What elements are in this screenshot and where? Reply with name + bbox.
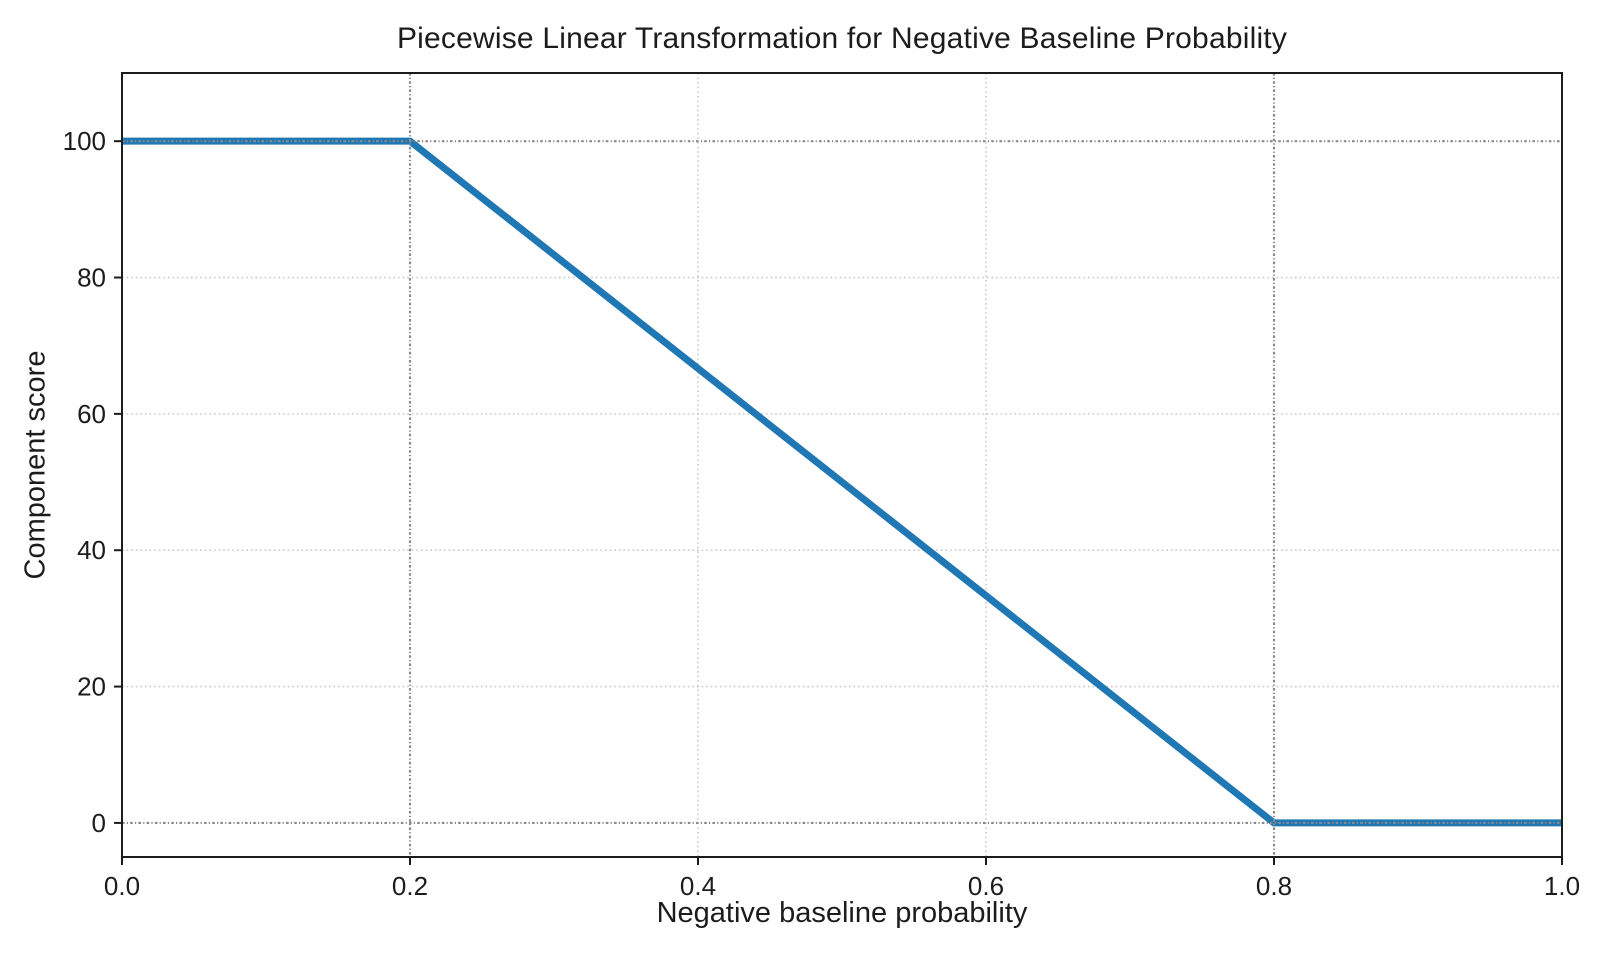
chart-title: Piecewise Linear Transformation for Nega… — [396, 22, 1288, 55]
y-tick-label: 60 — [77, 399, 106, 429]
series-line — [122, 137, 1562, 827]
x-tick-label: 0.2 — [392, 871, 428, 901]
y-tick-label: 40 — [77, 535, 106, 565]
x-tick-label: 0.8 — [1256, 871, 1292, 901]
x-axis-label: Negative baseline probability — [656, 897, 1028, 929]
plot-frame — [121, 72, 1563, 858]
x-tick-label: 1.0 — [1544, 871, 1580, 901]
y-tick-label: 20 — [77, 672, 106, 702]
y-tick-label: 80 — [77, 263, 106, 293]
x-tick-label: 0.6 — [968, 871, 1004, 901]
y-tick-label: 0 — [92, 808, 106, 838]
x-tick-label: 0.0 — [104, 871, 140, 901]
y-tick-label: 100 — [63, 126, 106, 156]
x-tick-label: 0.4 — [680, 871, 716, 901]
